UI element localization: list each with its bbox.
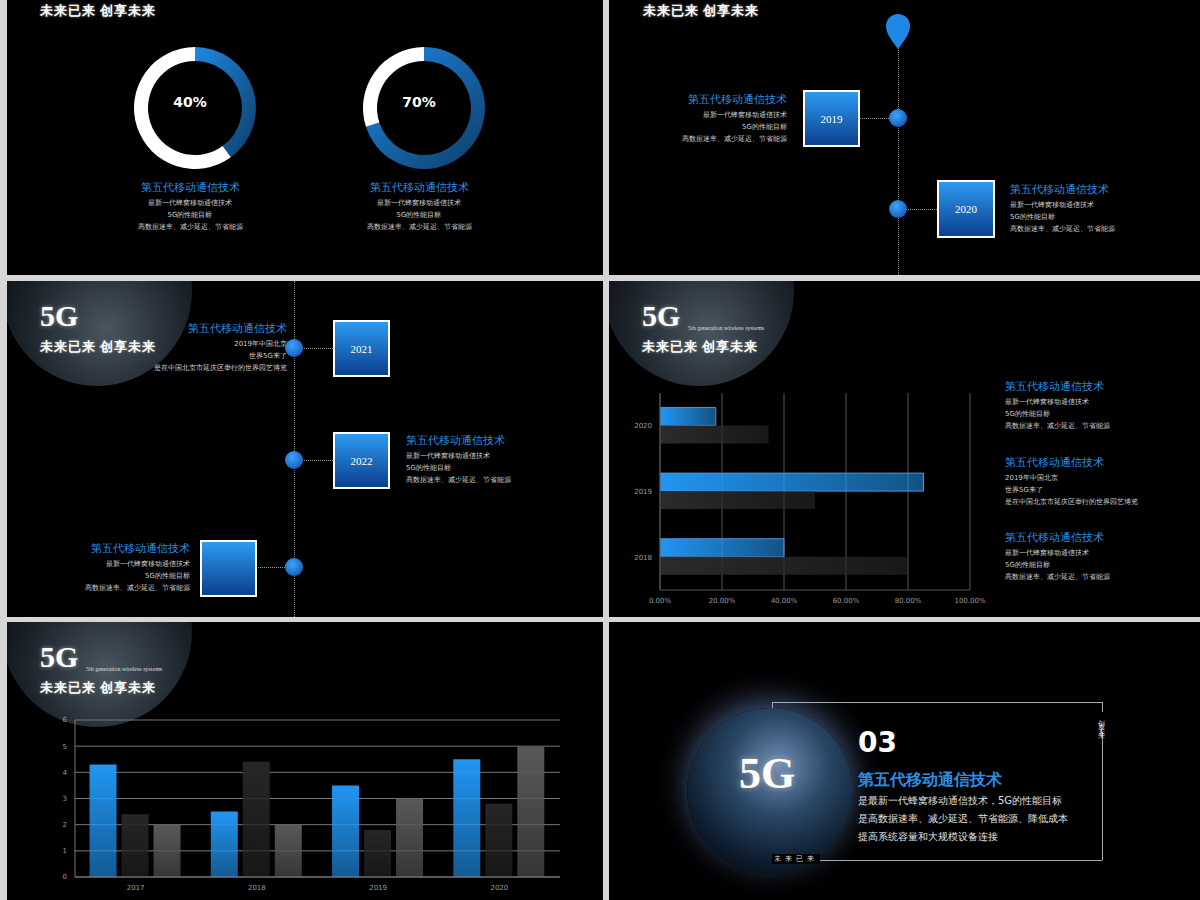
html-text:高数据速率、减少延迟、节省能源: 高数据速率、减少延迟、节省能源 xyxy=(682,135,787,143)
svg-text:3: 3 xyxy=(63,795,67,803)
html-text:第五代移动通信技术: 第五代移动通信技术 xyxy=(188,322,287,335)
svg-text:2019: 2019 xyxy=(634,488,652,496)
html-text:世界5G来了: 世界5G来了 xyxy=(1005,486,1043,494)
html-text:5G的性能目标: 5G的性能目标 xyxy=(742,123,787,131)
html-text:高数据速率、减少延迟、节省能源: 高数据速率、减少延迟、节省能源 xyxy=(1005,422,1110,430)
html-text:2020: 2020 xyxy=(955,203,977,215)
html-text:最新一代蜂窝移动通信技术: 最新一代蜂窝移动通信技术 xyxy=(106,560,190,568)
html-text:5G的性能目标: 5G的性能目标 xyxy=(406,464,451,472)
html-text:最新一代蜂窝移动通信技术: 最新一代蜂窝移动通信技术 xyxy=(1010,201,1094,209)
html-text:第五代移动通信技术: 第五代移动通信技术 xyxy=(91,542,190,555)
html-text:未来已来 创享未来: 未来已来 创享未来 xyxy=(40,3,157,18)
html-text:2019: 2019 xyxy=(820,112,843,125)
html-text:2019年中国北京: 2019年中国北京 xyxy=(234,340,287,348)
html-text:未来已来 创享未来: 未来已来 创享未来 xyxy=(40,339,157,354)
html-text:5G: 5G xyxy=(642,299,681,332)
html-text:高数据速率、减少延迟、节省能源: 高数据速率、减少延迟、节省能源 xyxy=(406,476,511,484)
html-text:最新一代蜂窝移动通信技术: 最新一代蜂窝移动通信技术 xyxy=(703,111,787,119)
svg-text:5: 5 xyxy=(63,743,67,751)
svg-text:80.00%: 80.00% xyxy=(895,597,922,605)
html-text:2019年中国北京: 2019年中国北京 xyxy=(1005,474,1058,482)
html-text:5G的性能目标: 5G的性能目标 xyxy=(167,211,213,219)
html-text:5th generation wireless system: 5th generation wireless systems xyxy=(86,666,163,672)
html-text:第五代移动通信技术: 第五代移动通信技术 xyxy=(858,770,1002,789)
html-text:5G的性能目标: 5G的性能目标 xyxy=(145,572,190,580)
html-text:70%: 70% xyxy=(402,94,436,110)
html-text:第五代移动通信技术: 第五代移动通信技术 xyxy=(1005,456,1104,469)
html-text:未来已来 创享未来: 未来已来 创享未来 xyxy=(642,339,759,354)
svg-text:2020: 2020 xyxy=(634,422,652,430)
html-text:未来已来 创享未来: 未来已来 创享未来 xyxy=(643,3,760,18)
html-text:最新一代蜂窝移动通信技术: 最新一代蜂窝移动通信技术 xyxy=(148,199,232,207)
svg-text:60.00%: 60.00% xyxy=(833,597,860,605)
html-text:5G的性能目标: 5G的性能目标 xyxy=(396,211,442,219)
svg-text:2018: 2018 xyxy=(634,554,652,562)
html-text:5G: 5G xyxy=(40,299,79,332)
html-text:第五代移动通信技术: 第五代移动通信技术 xyxy=(406,434,505,447)
html-text:高数据速率、减少延迟、节省能源: 高数据速率、减少延迟、节省能源 xyxy=(85,584,190,592)
html-text:第五代移动通信技术: 第五代移动通信技术 xyxy=(688,93,787,106)
svg-text:40.00%: 40.00% xyxy=(771,597,798,605)
svg-text:2: 2 xyxy=(63,821,67,829)
html-text:5G: 5G xyxy=(40,640,79,673)
svg-text:6: 6 xyxy=(63,716,68,724)
svg-text:0: 0 xyxy=(63,873,67,881)
html-text:高数据速率、减少延迟、节省能源: 高数据速率、减少延迟、节省能源 xyxy=(366,223,472,231)
svg-text:2019: 2019 xyxy=(369,884,387,892)
html-text:是在中国北京市延庆区举行的世界园艺博览: 是在中国北京市延庆区举行的世界园艺博览 xyxy=(154,364,287,372)
html-text:提高系统容量和大规模设备连接: 提高系统容量和大规模设备连接 xyxy=(858,831,998,842)
html-text:是在中国北京市延庆区举行的世界园艺博览: 是在中国北京市延庆区举行的世界园艺博览 xyxy=(1005,498,1138,506)
html-text:5G的性能目标: 5G的性能目标 xyxy=(1005,561,1050,569)
html-text:最新一代蜂窝移动通信技术: 最新一代蜂窝移动通信技术 xyxy=(377,199,461,207)
html-text:最新一代蜂窝移动通信技术: 最新一代蜂窝移动通信技术 xyxy=(406,452,490,460)
html-text:2021: 2021 xyxy=(350,342,373,355)
html-text:是高数据速率、减少延迟、节省能源、降低成本: 是高数据速率、减少延迟、节省能源、降低成本 xyxy=(858,813,1068,824)
html-text:最新一代蜂窝移动通信技术: 最新一代蜂窝移动通信技术 xyxy=(1005,549,1089,557)
html-text:第五代移动通信技术: 第五代移动通信技术 xyxy=(369,181,469,194)
html-text:高数据速率、减少延迟、节省能源: 高数据速率、减少延迟、节省能源 xyxy=(1010,225,1115,233)
html-text:世界5G来了: 世界5G来了 xyxy=(249,352,287,360)
svg-text:2017: 2017 xyxy=(127,884,145,892)
html-text:未来已来: 未来已来 xyxy=(774,855,818,863)
html-text:5G的性能目标: 5G的性能目标 xyxy=(1010,213,1055,221)
svg-text:100.00%: 100.00% xyxy=(954,597,985,605)
html-text:5G的性能目标: 5G的性能目标 xyxy=(1005,410,1050,418)
html-text:5G: 5G xyxy=(739,749,796,798)
html-text:创享未来: 创享未来 xyxy=(1097,714,1105,730)
html-text:第五代移动通信技术: 第五代移动通信技术 xyxy=(1010,183,1109,196)
html-text:第五代移动通信技术: 第五代移动通信技术 xyxy=(140,181,240,194)
html-text:高数据速率、减少延迟、节省能源: 高数据速率、减少延迟、节省能源 xyxy=(1005,573,1110,581)
html-text:03: 03 xyxy=(858,726,897,759)
svg-text:4: 4 xyxy=(63,769,68,777)
html-text:2022: 2022 xyxy=(350,454,373,467)
svg-text:0.00%: 0.00% xyxy=(649,597,672,605)
html-text:40%: 40% xyxy=(173,94,207,110)
html-text:高数据速率、减少延迟、节省能源: 高数据速率、减少延迟、节省能源 xyxy=(137,223,243,231)
svg-text:2020: 2020 xyxy=(490,884,508,892)
html-text:第五代移动通信技术: 第五代移动通信技术 xyxy=(1005,531,1104,544)
html-text:第五代移动通信技术: 第五代移动通信技术 xyxy=(1005,380,1104,393)
html-text:最新一代蜂窝移动通信技术: 最新一代蜂窝移动通信技术 xyxy=(1005,398,1089,406)
html-text:未来已来 创享未来: 未来已来 创享未来 xyxy=(40,680,157,695)
svg-text:20.00%: 20.00% xyxy=(709,597,736,605)
html-text:是最新一代蜂窝移动通信技术，5G的性能目标: 是最新一代蜂窝移动通信技术，5G的性能目标 xyxy=(858,795,1063,806)
svg-text:2018: 2018 xyxy=(248,884,266,892)
svg-text:1: 1 xyxy=(63,847,67,855)
html-text:5th generation wireless system: 5th generation wireless systems xyxy=(688,325,765,331)
